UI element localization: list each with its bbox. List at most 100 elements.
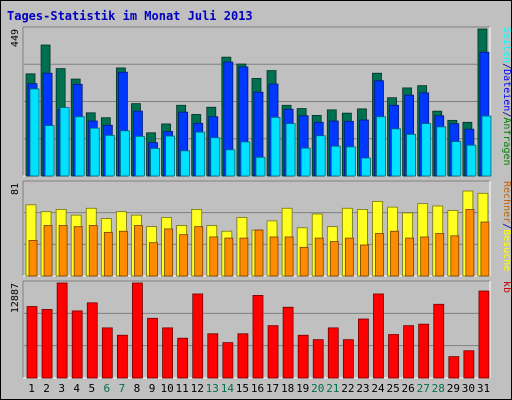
x-tick-label-day-29: 29 <box>447 382 460 395</box>
x-tick-label-day-2: 2 <box>43 382 50 395</box>
bar-rechner-day-23 <box>360 244 369 277</box>
bar-seiten-day-20 <box>315 135 326 177</box>
legend-label: Seiten <box>501 27 511 63</box>
bar-kb-day-13 <box>207 333 219 379</box>
bar-rechner-day-25 <box>390 230 399 277</box>
bar-rechner-day-24 <box>375 233 384 277</box>
bar-kb-day-25 <box>388 334 399 379</box>
x-tick-label-day-13: 13 <box>206 382 219 395</box>
bar-rechner-day-12 <box>194 226 204 277</box>
bar-seiten-day-19 <box>300 147 311 177</box>
bar-seiten-day-29 <box>451 141 462 177</box>
bar-rechner-day-10 <box>164 228 173 277</box>
bar-rechner-day-2 <box>43 225 53 277</box>
x-tick-label-day-10: 10 <box>160 382 173 395</box>
bar-seiten-day-18 <box>285 123 296 177</box>
bar-rechner-day-18 <box>284 236 294 277</box>
bar-seiten-day-11 <box>180 150 191 177</box>
bar-seiten-day-23 <box>361 157 371 177</box>
bar-kb-day-28 <box>433 303 445 379</box>
x-tick-label-day-19: 19 <box>296 382 309 395</box>
x-tick-label-day-23: 23 <box>356 382 369 395</box>
bar-kb-day-6 <box>101 327 113 379</box>
bar-kb-day-10 <box>162 327 173 379</box>
bar-kb-day-19 <box>297 334 309 379</box>
bar-seiten-day-31 <box>481 115 492 177</box>
bar-rechner-day-29 <box>450 235 460 277</box>
bar-seiten-day-28 <box>436 126 447 177</box>
legend-middle: Rechner/Besuche <box>501 181 511 271</box>
bar-rechner-day-5 <box>88 225 98 277</box>
bar-kb-day-31 <box>478 290 490 379</box>
bar-rechner-day-9 <box>149 242 158 277</box>
bar-seiten-day-13 <box>210 137 221 177</box>
bar-kb-day-4 <box>71 310 83 379</box>
bar-rechner-day-19 <box>299 246 309 277</box>
bar-kb-day-14 <box>222 342 234 379</box>
x-tick-label-day-24: 24 <box>371 382 385 395</box>
y-max-label-middle: 81 <box>10 183 21 195</box>
bar-kb-day-1 <box>26 306 38 379</box>
bar-kb-day-2 <box>41 309 53 379</box>
bar-seiten-day-9 <box>150 148 160 177</box>
legend-label: / <box>501 223 511 229</box>
bar-seiten-day-1 <box>29 88 40 177</box>
x-tick-label-day-12: 12 <box>191 382 204 395</box>
x-tick-label-day-16: 16 <box>251 382 264 395</box>
legend-bottom: kb <box>501 281 511 293</box>
bar-rechner-day-31 <box>480 221 490 277</box>
x-tick-label-day-21: 21 <box>326 382 339 395</box>
bar-kb-day-23 <box>358 318 369 379</box>
x-tick-label-day-8: 8 <box>134 382 141 395</box>
bar-seiten-day-6 <box>104 135 115 177</box>
bar-seiten-day-10 <box>165 135 175 177</box>
legend-label: Anfragen <box>501 117 511 165</box>
x-tick-label-day-28: 28 <box>432 382 445 395</box>
legend-label: Besuche <box>501 229 511 271</box>
legend-label: / <box>501 63 511 69</box>
bar-kb-day-21 <box>327 327 339 379</box>
bar-kb-day-22 <box>342 339 354 379</box>
bar-seiten-day-30 <box>466 144 477 177</box>
bar-rechner-day-26 <box>405 237 415 277</box>
bar-seiten-day-5 <box>89 127 100 177</box>
x-tick-label-day-27: 27 <box>417 382 430 395</box>
bar-seiten-day-12 <box>195 131 206 177</box>
bar-kb-day-29 <box>448 356 460 379</box>
x-tick-label-day-9: 9 <box>149 382 156 395</box>
bar-kb-day-7 <box>116 334 128 379</box>
bar-rechner-day-13 <box>209 236 219 277</box>
bar-seiten-day-2 <box>44 125 55 177</box>
x-tick-label-day-7: 7 <box>119 382 126 395</box>
bar-seiten-day-24 <box>376 116 386 177</box>
bar-kb-day-24 <box>373 293 384 379</box>
bar-kb-day-5 <box>86 302 98 379</box>
bar-rechner-day-7 <box>118 230 128 277</box>
panel-top: 449 Seiten/Dateien/Anfragen <box>10 26 511 177</box>
bar-kb-day-12 <box>192 293 204 379</box>
x-tick-label-day-31: 31 <box>477 382 490 395</box>
y-max-label-bottom: 12887 <box>10 283 21 313</box>
x-tick-label-day-15: 15 <box>236 382 249 395</box>
bar-seiten-day-27 <box>421 123 432 177</box>
bar-kb-day-11 <box>177 337 189 379</box>
bar-seiten-day-25 <box>391 128 401 177</box>
bar-rechner-day-1 <box>28 240 38 277</box>
chart-title: Tages-Statistik im Monat Juli 2013 <box>7 9 253 23</box>
bar-rechner-day-20 <box>314 237 324 277</box>
bar-seiten-day-3 <box>59 107 70 177</box>
bar-seiten-day-7 <box>119 130 130 177</box>
bar-kb-day-27 <box>418 323 430 379</box>
bar-rechner-day-22 <box>344 237 354 277</box>
bar-kb-day-18 <box>282 306 294 379</box>
bar-rechner-day-15 <box>239 237 249 277</box>
bar-kb-day-26 <box>403 325 415 379</box>
x-tick-label-day-1: 1 <box>28 382 35 395</box>
bar-rechner-day-11 <box>179 234 189 277</box>
x-tick-label-day-18: 18 <box>281 382 294 395</box>
bar-rechner-day-27 <box>420 236 430 277</box>
bar-seiten-day-16 <box>255 156 266 177</box>
x-tick-label-day-25: 25 <box>386 382 399 395</box>
bar-seiten-day-17 <box>270 116 281 177</box>
